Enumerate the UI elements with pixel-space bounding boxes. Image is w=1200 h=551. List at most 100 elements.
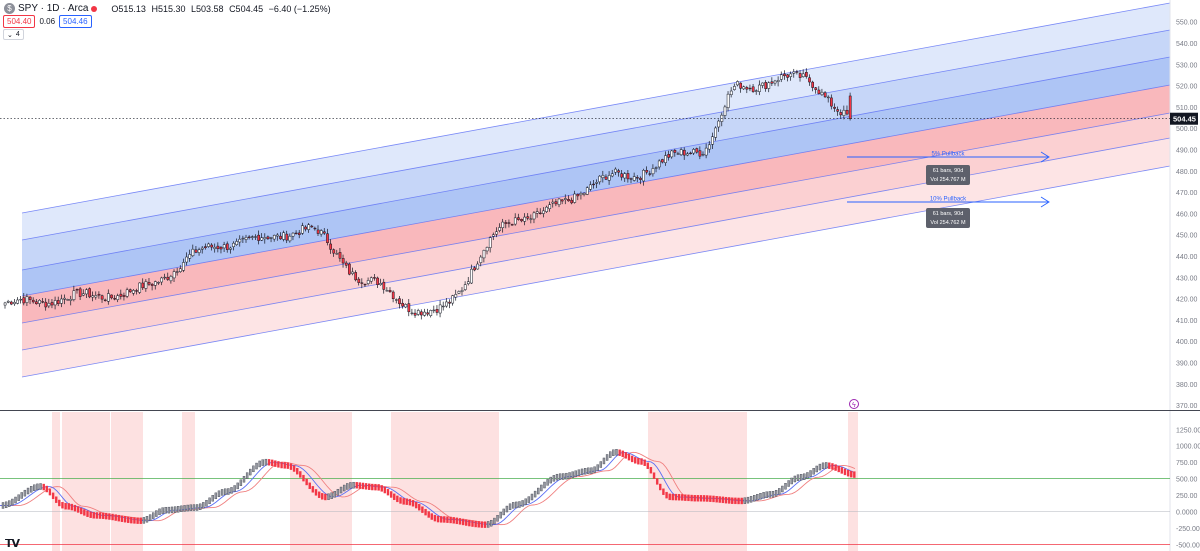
candle <box>332 248 336 257</box>
osc-bar <box>652 472 656 479</box>
candle-body <box>366 280 370 284</box>
candle <box>132 288 135 296</box>
candle <box>504 220 508 229</box>
market-status-dot <box>91 5 98 12</box>
price-tick-label: 380.00 <box>1176 382 1198 389</box>
osc-bar <box>396 495 399 503</box>
candle <box>107 289 110 305</box>
candle <box>679 147 683 157</box>
candle <box>222 241 226 252</box>
candle <box>620 170 624 181</box>
pullback-projection: 5% Pullback 61 bars, 90d Vol 254.767 M <box>847 152 1050 185</box>
candle <box>44 298 48 311</box>
candle-body <box>232 242 235 247</box>
symbol-row: $ SPY · 1D · Arca O515.13 H515.30 L503.5… <box>4 3 334 14</box>
candle <box>251 235 254 241</box>
osc-bar <box>558 473 562 480</box>
candle-body <box>31 299 35 303</box>
osc-bar <box>790 477 793 485</box>
osc-bar <box>740 497 743 505</box>
candle-body <box>739 82 742 89</box>
osc-tick-label: 1000.00 <box>1176 444 1200 451</box>
osc-bar <box>546 479 549 486</box>
candle-body <box>585 187 589 195</box>
candle <box>160 276 163 286</box>
osc-bar <box>850 470 853 478</box>
osc-bar <box>324 493 327 501</box>
osc-bar <box>117 514 121 522</box>
candle-body <box>604 176 608 180</box>
candle <box>842 105 846 120</box>
candle <box>172 269 176 282</box>
candle-body <box>761 82 764 86</box>
candle-body <box>210 244 214 248</box>
candle <box>138 282 142 295</box>
candle-body <box>341 258 345 264</box>
candle-body <box>801 73 805 77</box>
candle-body <box>138 282 142 293</box>
sell-button[interactable]: 504.40 <box>3 15 36 28</box>
oscillator-pane: 1250.00 1000.00 750.00 500.00 250.00 0.0000 -2… <box>0 399 1200 551</box>
candle <box>135 288 138 295</box>
channel-band <box>22 30 1170 270</box>
candle <box>664 151 667 166</box>
candle <box>754 89 758 95</box>
candle <box>795 69 799 75</box>
candle-body <box>125 289 129 297</box>
osc-bar <box>389 491 393 498</box>
candle <box>150 282 154 291</box>
channel-line <box>21 112 1171 324</box>
candle-body <box>795 71 799 73</box>
candle <box>6 299 10 304</box>
candle-body <box>673 149 677 153</box>
osc-bar <box>76 506 80 513</box>
candle-body <box>272 235 276 240</box>
candle <box>194 245 198 254</box>
candle <box>369 276 373 284</box>
channel-band <box>22 3 1170 240</box>
osc-bar <box>549 476 552 484</box>
osc-bar <box>815 465 818 473</box>
candle-body <box>426 312 429 315</box>
osc-bar <box>643 459 646 466</box>
osc-bar <box>239 479 243 486</box>
osc-bar <box>29 486 33 493</box>
candle-body <box>836 109 840 112</box>
osc-bar <box>252 465 255 473</box>
osc-bar <box>180 505 183 513</box>
candle-body <box>310 225 314 228</box>
osc-bar <box>765 491 768 498</box>
candle-body <box>107 293 110 302</box>
candle <box>348 262 351 276</box>
buy-button[interactable]: 504.46 <box>59 15 92 28</box>
candle <box>648 170 652 177</box>
candle-body <box>532 212 536 220</box>
candle <box>429 309 433 318</box>
osc-bar <box>192 504 196 511</box>
candle-body <box>745 87 749 90</box>
osc-bar <box>336 488 340 496</box>
osc-bar <box>552 475 556 482</box>
candle <box>836 106 840 116</box>
candle <box>626 169 630 183</box>
symbol-title[interactable]: SPY · 1D · Arca <box>18 3 89 14</box>
candle-body <box>726 93 730 108</box>
candle <box>848 92 852 121</box>
candle <box>736 80 739 87</box>
candle <box>808 74 811 86</box>
candle-body <box>66 299 70 301</box>
regression-channel <box>21 2 1171 378</box>
candle <box>779 71 783 83</box>
candle <box>529 214 533 224</box>
osc-bar <box>355 482 358 489</box>
osc-bar <box>555 473 559 481</box>
osc-bar <box>806 472 809 479</box>
candle <box>826 95 830 103</box>
candle-body <box>482 250 486 259</box>
candle <box>560 199 564 205</box>
candle <box>88 287 91 299</box>
indicators-toggle[interactable]: ⌄ 4 <box>3 29 24 40</box>
candle <box>116 293 120 303</box>
candle <box>435 305 439 316</box>
